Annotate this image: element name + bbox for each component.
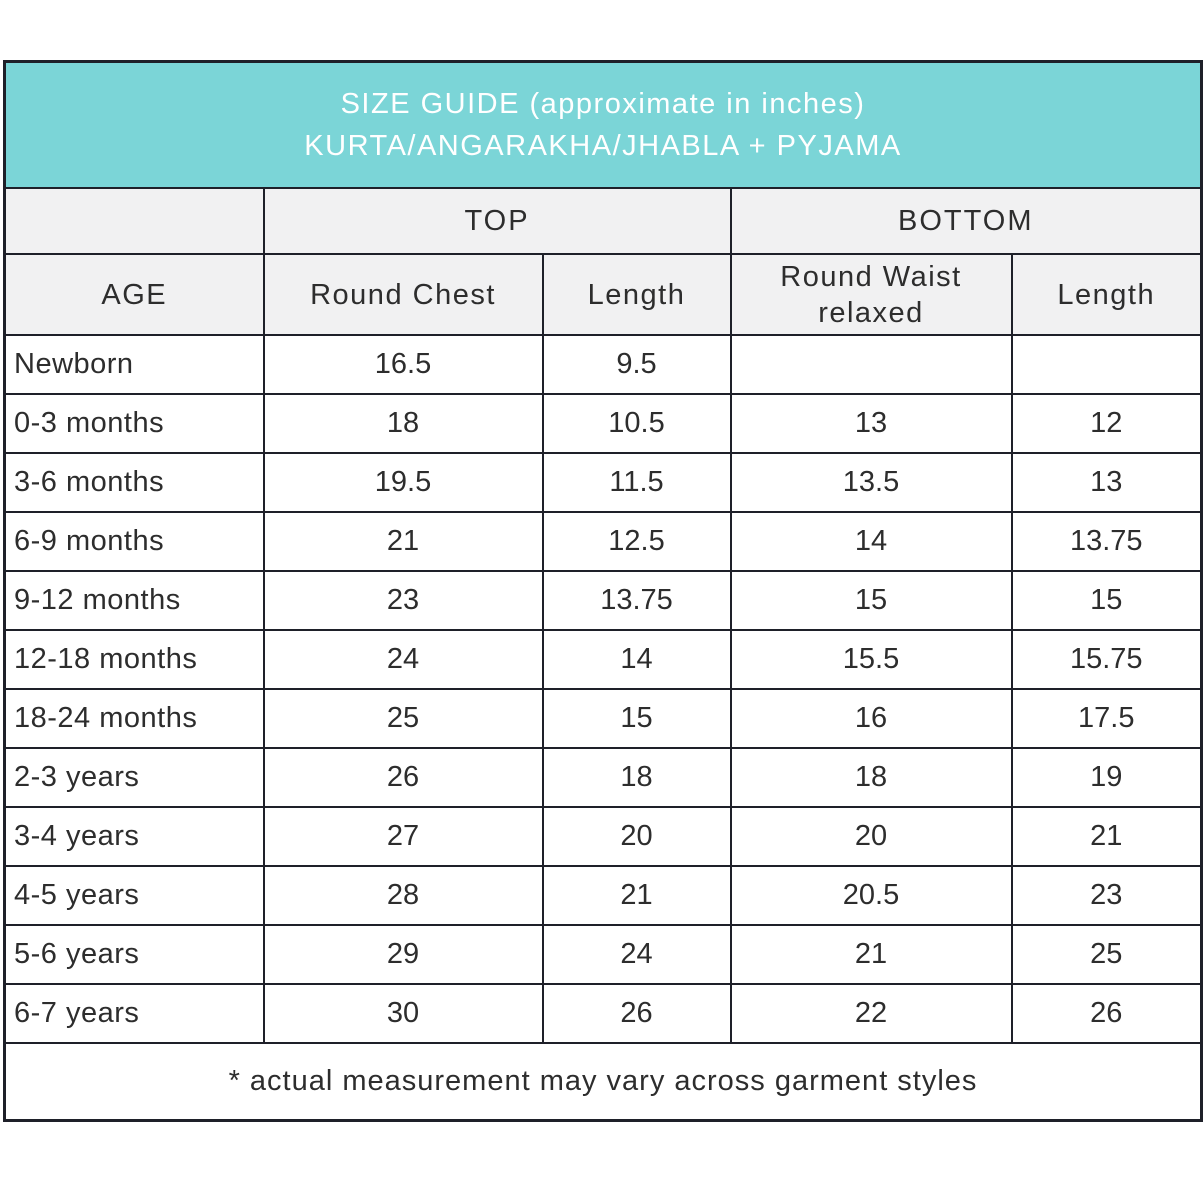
value-cell-round-waist: 18 bbox=[729, 747, 1013, 808]
table-row: Newborn 16.5 9.5 bbox=[3, 334, 1203, 395]
table-row: 2-3 years 26 18 18 19 bbox=[3, 747, 1203, 808]
table-row: 18-24 months 25 15 16 17.5 bbox=[3, 688, 1203, 749]
value-cell-round-chest: 23 bbox=[262, 570, 544, 631]
value-cell-round-chest: 28 bbox=[262, 865, 544, 926]
age-cell: 6-7 years bbox=[3, 983, 265, 1044]
table-row: 12-18 months 24 14 15.5 15.75 bbox=[3, 629, 1203, 690]
value-cell-top-length: 18 bbox=[541, 747, 732, 808]
value-cell-bottom-length: 25 bbox=[1010, 924, 1203, 985]
group-header-row: TOP BOTTOM bbox=[3, 187, 1203, 255]
value-cell-bottom-length: 26 bbox=[1010, 983, 1203, 1044]
value-cell-round-waist: 16 bbox=[729, 688, 1013, 749]
value-cell-bottom-length: 19 bbox=[1010, 747, 1203, 808]
table-row: 6-9 months 21 12.5 14 13.75 bbox=[3, 511, 1203, 572]
table-row: 5-6 years 29 24 21 25 bbox=[3, 924, 1203, 985]
footnote: * actual measurement may vary across gar… bbox=[3, 1042, 1203, 1122]
value-cell-round-chest: 27 bbox=[262, 806, 544, 867]
value-cell-round-waist: 21 bbox=[729, 924, 1013, 985]
column-header-round-chest: Round Chest bbox=[262, 253, 544, 336]
banner-row: SIZE GUIDE (approximate in inches) KURTA… bbox=[3, 60, 1203, 189]
value-cell-round-chest: 29 bbox=[262, 924, 544, 985]
column-header-row: AGE Round Chest Length Round Waist relax… bbox=[3, 253, 1203, 336]
value-cell-bottom-length: 13.75 bbox=[1010, 511, 1203, 572]
age-cell: 3-6 months bbox=[3, 452, 265, 513]
footnote-row: * actual measurement may vary across gar… bbox=[3, 1042, 1203, 1122]
age-cell: Newborn bbox=[3, 334, 265, 395]
value-cell-bottom-length: 17.5 bbox=[1010, 688, 1203, 749]
value-cell-round-chest: 30 bbox=[262, 983, 544, 1044]
value-cell-round-waist: 22 bbox=[729, 983, 1013, 1044]
value-cell-top-length: 11.5 bbox=[541, 452, 732, 513]
value-cell-round-chest: 18 bbox=[262, 393, 544, 454]
value-cell-round-waist: 13.5 bbox=[729, 452, 1013, 513]
age-cell: 0-3 months bbox=[3, 393, 265, 454]
value-cell-top-length: 20 bbox=[541, 806, 732, 867]
age-cell: 6-9 months bbox=[3, 511, 265, 572]
value-cell-top-length: 9.5 bbox=[541, 334, 732, 395]
value-cell-round-chest: 26 bbox=[262, 747, 544, 808]
value-cell-top-length: 13.75 bbox=[541, 570, 732, 631]
value-cell-round-chest: 16.5 bbox=[262, 334, 544, 395]
age-cell: 9-12 months bbox=[3, 570, 265, 631]
age-cell: 5-6 years bbox=[3, 924, 265, 985]
value-cell-round-waist: 20 bbox=[729, 806, 1013, 867]
value-cell-bottom-length bbox=[1010, 334, 1203, 395]
value-cell-top-length: 14 bbox=[541, 629, 732, 690]
value-cell-round-chest: 19.5 bbox=[262, 452, 544, 513]
corner-empty-cell bbox=[3, 187, 265, 255]
value-cell-top-length: 15 bbox=[541, 688, 732, 749]
column-header-top-length: Length bbox=[541, 253, 732, 336]
value-cell-top-length: 26 bbox=[541, 983, 732, 1044]
value-cell-bottom-length: 23 bbox=[1010, 865, 1203, 926]
group-header-bottom: BOTTOM bbox=[729, 187, 1203, 255]
group-header-top: TOP bbox=[262, 187, 732, 255]
value-cell-top-length: 24 bbox=[541, 924, 732, 985]
value-cell-round-waist: 20.5 bbox=[729, 865, 1013, 926]
value-cell-top-length: 10.5 bbox=[541, 393, 732, 454]
value-cell-round-waist: 14 bbox=[729, 511, 1013, 572]
age-cell: 3-4 years bbox=[3, 806, 265, 867]
value-cell-bottom-length: 15 bbox=[1010, 570, 1203, 631]
banner-title-line1: SIZE GUIDE (approximate in inches) bbox=[340, 88, 866, 120]
size-guide-table: SIZE GUIDE (approximate in inches) KURTA… bbox=[3, 60, 1204, 1122]
banner-title-line2: KURTA/ANGARAKHA/JHABLA + PYJAMA bbox=[304, 130, 902, 162]
value-cell-bottom-length: 12 bbox=[1010, 393, 1203, 454]
value-cell-round-waist: 15.5 bbox=[729, 629, 1013, 690]
age-cell: 12-18 months bbox=[3, 629, 265, 690]
size-guide-banner: SIZE GUIDE (approximate in inches) KURTA… bbox=[3, 60, 1203, 189]
table-row: 6-7 years 30 26 22 26 bbox=[3, 983, 1203, 1044]
table-row: 0-3 months 18 10.5 13 12 bbox=[3, 393, 1203, 454]
value-cell-top-length: 12.5 bbox=[541, 511, 732, 572]
value-cell-round-waist: 15 bbox=[729, 570, 1013, 631]
value-cell-bottom-length: 15.75 bbox=[1010, 629, 1203, 690]
value-cell-round-waist: 13 bbox=[729, 393, 1013, 454]
column-header-round-waist: Round Waist relaxed bbox=[729, 253, 1013, 336]
value-cell-bottom-length: 13 bbox=[1010, 452, 1203, 513]
value-cell-round-waist bbox=[729, 334, 1013, 395]
value-cell-round-chest: 25 bbox=[262, 688, 544, 749]
age-cell: 4-5 years bbox=[3, 865, 265, 926]
value-cell-round-chest: 24 bbox=[262, 629, 544, 690]
value-cell-round-chest: 21 bbox=[262, 511, 544, 572]
age-cell: 18-24 months bbox=[3, 688, 265, 749]
column-header-bottom-length: Length bbox=[1010, 253, 1203, 336]
value-cell-top-length: 21 bbox=[541, 865, 732, 926]
table-row: 3-6 months 19.5 11.5 13.5 13 bbox=[3, 452, 1203, 513]
value-cell-bottom-length: 21 bbox=[1010, 806, 1203, 867]
table-row: 4-5 years 28 21 20.5 23 bbox=[3, 865, 1203, 926]
column-header-age: AGE bbox=[3, 253, 265, 336]
table-row: 3-4 years 27 20 20 21 bbox=[3, 806, 1203, 867]
table-row: 9-12 months 23 13.75 15 15 bbox=[3, 570, 1203, 631]
age-cell: 2-3 years bbox=[3, 747, 265, 808]
